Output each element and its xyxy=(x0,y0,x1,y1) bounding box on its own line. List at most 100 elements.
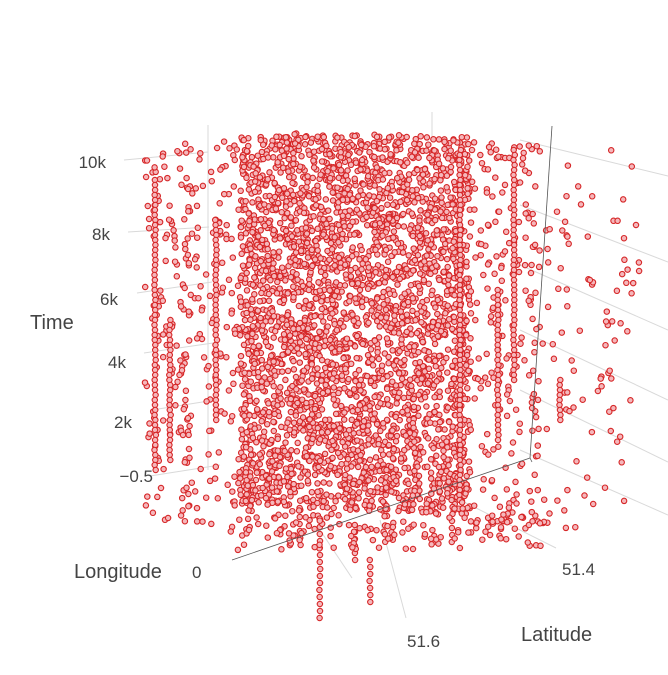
data-point xyxy=(371,153,378,161)
data-point xyxy=(498,277,506,285)
data-point xyxy=(283,145,290,152)
data-point xyxy=(492,146,500,153)
data-point xyxy=(314,247,321,254)
data-point xyxy=(354,463,362,471)
data-point xyxy=(326,174,334,182)
data-point xyxy=(348,252,356,260)
data-point xyxy=(411,149,419,156)
gridline xyxy=(519,389,668,463)
data-point xyxy=(440,447,447,455)
data-point xyxy=(515,218,523,226)
data-point xyxy=(173,273,181,280)
data-point xyxy=(384,201,391,208)
data-point xyxy=(345,375,352,383)
data-points xyxy=(141,130,643,622)
data-point xyxy=(423,508,430,516)
data-point xyxy=(314,133,321,140)
data-point xyxy=(488,512,496,519)
data-point xyxy=(327,532,334,540)
data-point xyxy=(440,453,447,461)
data-point xyxy=(383,385,391,393)
data-point xyxy=(503,486,511,493)
data-point xyxy=(183,484,190,492)
data-point xyxy=(400,394,408,402)
data-point xyxy=(305,192,313,200)
data-point xyxy=(345,143,353,151)
data-point xyxy=(203,398,210,405)
data-point xyxy=(176,165,184,172)
data-point xyxy=(449,244,456,252)
data-point xyxy=(628,163,636,170)
data-point xyxy=(358,266,365,273)
data-point xyxy=(340,309,347,316)
data-point xyxy=(466,301,474,308)
data-point xyxy=(602,341,609,349)
data-point xyxy=(385,235,392,243)
data-point xyxy=(528,261,535,269)
data-point xyxy=(194,224,202,232)
data-point xyxy=(310,503,317,510)
data-point xyxy=(444,369,451,376)
data-point xyxy=(491,494,498,502)
data-point xyxy=(253,406,261,413)
data-point xyxy=(290,243,298,250)
data-point xyxy=(290,294,297,301)
data-point xyxy=(217,166,224,173)
data-point xyxy=(316,614,323,622)
data-point xyxy=(271,193,279,201)
data-point xyxy=(274,435,282,443)
data-point xyxy=(345,151,352,159)
data-point xyxy=(344,455,352,463)
data-point xyxy=(385,353,392,361)
data-point xyxy=(242,197,249,205)
data-point xyxy=(239,382,246,389)
data-point xyxy=(231,502,238,509)
data-point xyxy=(577,201,585,208)
data-point xyxy=(415,154,422,161)
data-point xyxy=(245,261,253,269)
data-point xyxy=(281,214,288,222)
data-point xyxy=(421,530,429,538)
data-point xyxy=(349,311,356,318)
data-point xyxy=(540,496,548,503)
data-point xyxy=(312,295,320,302)
data-point xyxy=(238,435,246,443)
data-point xyxy=(489,518,496,526)
data-point xyxy=(405,252,412,259)
data-point xyxy=(444,404,452,411)
data-point xyxy=(530,220,538,227)
data-point xyxy=(384,373,391,380)
data-point xyxy=(258,383,265,391)
data-point xyxy=(274,278,281,286)
data-point xyxy=(411,199,418,206)
data-point xyxy=(160,465,167,473)
data-point xyxy=(261,222,269,230)
data-point xyxy=(440,475,448,482)
data-point xyxy=(427,456,435,463)
y-axis-line xyxy=(529,457,533,463)
data-point xyxy=(338,460,345,468)
x-tick-label: 0 xyxy=(192,563,201,582)
data-point xyxy=(336,319,344,327)
data-point xyxy=(438,441,446,448)
data-point xyxy=(439,504,447,511)
data-point xyxy=(367,346,375,353)
data-point xyxy=(628,290,635,297)
data-point xyxy=(270,382,277,390)
data-point xyxy=(465,157,473,164)
data-point xyxy=(223,353,230,361)
data-point xyxy=(375,440,382,448)
data-point xyxy=(346,390,354,397)
data-point xyxy=(311,543,318,551)
data-point xyxy=(273,488,281,495)
data-point xyxy=(364,172,372,180)
data-point xyxy=(610,404,617,412)
data-point xyxy=(418,375,425,382)
data-point xyxy=(185,431,192,439)
data-point xyxy=(448,325,456,333)
data-point xyxy=(403,265,410,273)
data-point xyxy=(428,541,435,548)
data-point xyxy=(395,507,402,515)
data-point xyxy=(290,197,298,205)
